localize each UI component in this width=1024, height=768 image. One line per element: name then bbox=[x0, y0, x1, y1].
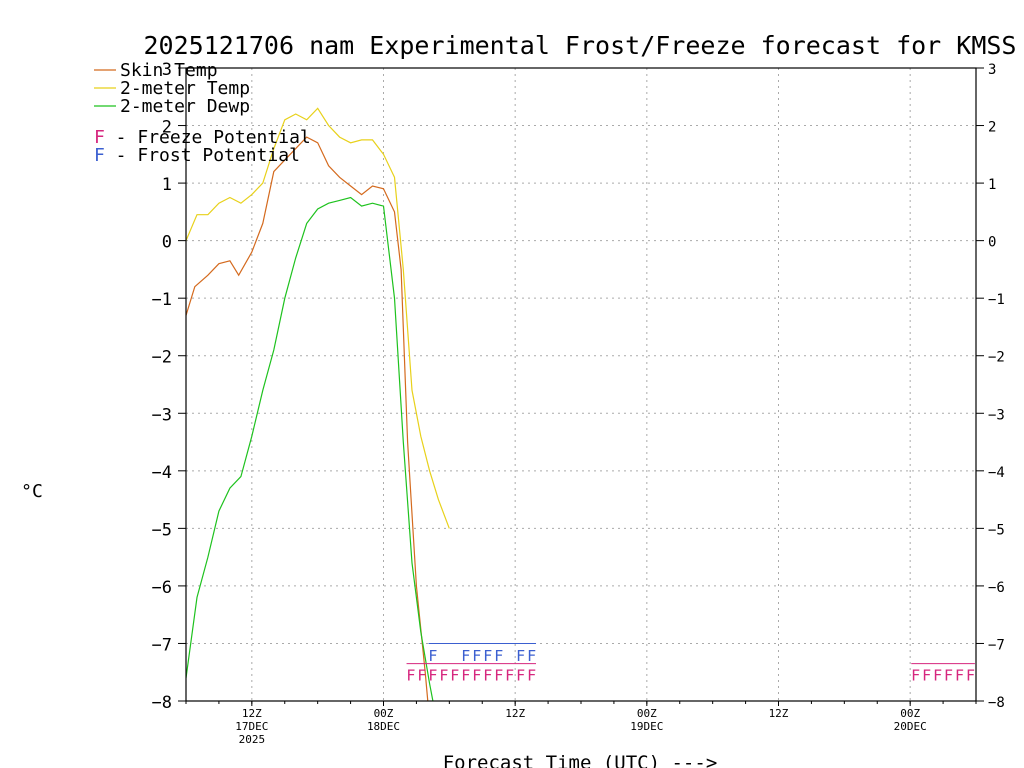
y-tick-label-left: −7 bbox=[152, 635, 172, 655]
freeze-flag: F bbox=[428, 666, 437, 684]
y-tick-label-right: −5 bbox=[988, 522, 1005, 538]
freeze-flag: F bbox=[472, 666, 481, 684]
x-tick-label: 17DEC bbox=[235, 720, 268, 733]
y-tick-label-left: −5 bbox=[152, 520, 172, 540]
y-tick-label-left: −3 bbox=[152, 405, 172, 425]
x-tick-label: 12Z bbox=[505, 707, 525, 720]
y-tick-label-left: −1 bbox=[152, 290, 172, 310]
freeze-flag: F bbox=[505, 666, 514, 684]
x-tick-label: 00Z bbox=[900, 707, 920, 720]
grid-lines bbox=[186, 67, 976, 702]
plot-frame bbox=[185, 67, 977, 702]
frost-flag: F bbox=[461, 647, 470, 665]
freeze-flag: F bbox=[911, 666, 920, 684]
x-tick-label: 12Z bbox=[242, 707, 262, 720]
freeze-flag: F bbox=[933, 666, 942, 684]
x-axis-label: Forecast Time (UTC) ---> bbox=[443, 752, 718, 768]
freeze-flag: F bbox=[483, 666, 492, 684]
axes: −8 −8 −7 −7 −6 −6 −5 −5 −4 −4 −3 −3 −2 −2 −1 −1 0 0 1 1 2 2 3 3… bbox=[152, 60, 1005, 746]
freeze-flag: F bbox=[417, 666, 426, 684]
frost-flag: F bbox=[483, 647, 492, 665]
y-tick-label-left: 3 bbox=[162, 60, 172, 80]
y-tick-label-right: −4 bbox=[988, 465, 1005, 481]
series-line bbox=[186, 107, 450, 529]
y-tick-label-right: −2 bbox=[988, 350, 1005, 366]
series-line bbox=[186, 136, 429, 701]
freeze-flag: F bbox=[944, 666, 953, 684]
x-tick-label: 12Z bbox=[769, 707, 789, 720]
freeze-flag: F bbox=[966, 666, 975, 684]
y-axis-label: °C bbox=[21, 481, 43, 502]
frost-freeze-flags: F F F F F F F F F F F F F F F F F FF F F F F F F bbox=[406, 642, 975, 684]
freeze-flag: F bbox=[922, 666, 931, 684]
y-tick-label-left: −6 bbox=[152, 578, 172, 598]
freeze-flag: F bbox=[527, 666, 536, 684]
frost-flag: F bbox=[527, 647, 536, 665]
x-tick-label: 19DEC bbox=[630, 720, 663, 733]
flag-legend-letter: F bbox=[94, 145, 105, 166]
y-tick-label-right: −3 bbox=[988, 407, 1005, 423]
y-tick-label-left: −4 bbox=[152, 463, 172, 483]
freeze-flag: F bbox=[461, 666, 470, 684]
freeze-flag: F bbox=[516, 666, 525, 684]
y-tick-label-right: 1 bbox=[988, 177, 996, 193]
freeze-flag: F bbox=[439, 666, 448, 684]
frost-flag: F bbox=[516, 647, 525, 665]
legend-label: Skin Temp bbox=[120, 60, 218, 81]
flag-legend-text: - Freeze Potential bbox=[105, 127, 311, 148]
x-tick-label: 00Z bbox=[374, 707, 394, 720]
series-lines bbox=[186, 107, 450, 701]
y-tick-label-left: 0 bbox=[162, 233, 172, 253]
freeze-flag: F bbox=[450, 666, 459, 684]
x-tick-label: 00Z bbox=[637, 707, 657, 720]
x-tick-label: 2025 bbox=[239, 733, 266, 746]
y-tick-label-left: −8 bbox=[152, 693, 172, 713]
y-tick-label-right: −7 bbox=[988, 637, 1005, 653]
y-tick-label-right: −1 bbox=[988, 292, 1005, 308]
y-tick-label-right: 3 bbox=[988, 62, 996, 78]
flag-legend-entry: F - Freeze Potential bbox=[94, 127, 311, 148]
freeze-flag: F bbox=[494, 666, 503, 684]
chart-title: 2025121706 nam Experimental Frost/Freeze… bbox=[144, 31, 1017, 60]
flag-legend-text: - Frost Potential bbox=[105, 145, 300, 166]
freeze-flag: F bbox=[406, 666, 415, 684]
y-tick-label-left: 2 bbox=[162, 118, 172, 138]
frost-flag: F bbox=[494, 647, 503, 665]
y-tick-label-right: 0 bbox=[988, 235, 996, 251]
flag-legend-letter: F bbox=[94, 127, 105, 148]
y-tick-label-left: −2 bbox=[152, 348, 172, 368]
freeze-flag: F bbox=[955, 666, 964, 684]
x-tick-label: 18DEC bbox=[367, 720, 400, 733]
y-tick-label-right: 2 bbox=[988, 120, 996, 136]
y-tick-label-left: 1 bbox=[162, 175, 172, 195]
legend-label: 2-meter Dewp bbox=[120, 96, 250, 117]
frost-flag: F bbox=[472, 647, 481, 665]
y-tick-label-right: −8 bbox=[988, 695, 1005, 711]
legend-label: 2-meter Temp bbox=[120, 78, 250, 99]
y-tick-label-right: −6 bbox=[988, 580, 1005, 596]
x-tick-label: 20DEC bbox=[894, 720, 927, 733]
flag-legend-entry: F - Frost Potential bbox=[94, 145, 300, 166]
series-line bbox=[186, 196, 434, 701]
frost-flag: F bbox=[428, 647, 437, 665]
